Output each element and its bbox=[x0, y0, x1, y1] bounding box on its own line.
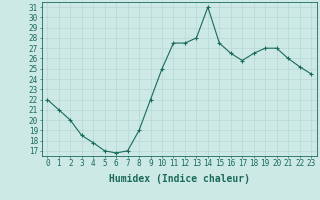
X-axis label: Humidex (Indice chaleur): Humidex (Indice chaleur) bbox=[109, 174, 250, 184]
